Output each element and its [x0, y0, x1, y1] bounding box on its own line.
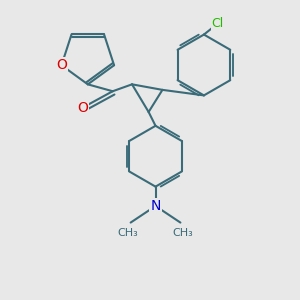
- Text: O: O: [77, 101, 88, 115]
- Text: Cl: Cl: [212, 17, 224, 30]
- Text: CH₃: CH₃: [118, 228, 138, 238]
- Text: CH₃: CH₃: [173, 228, 194, 238]
- Text: N: N: [150, 199, 161, 213]
- Text: O: O: [56, 58, 67, 72]
